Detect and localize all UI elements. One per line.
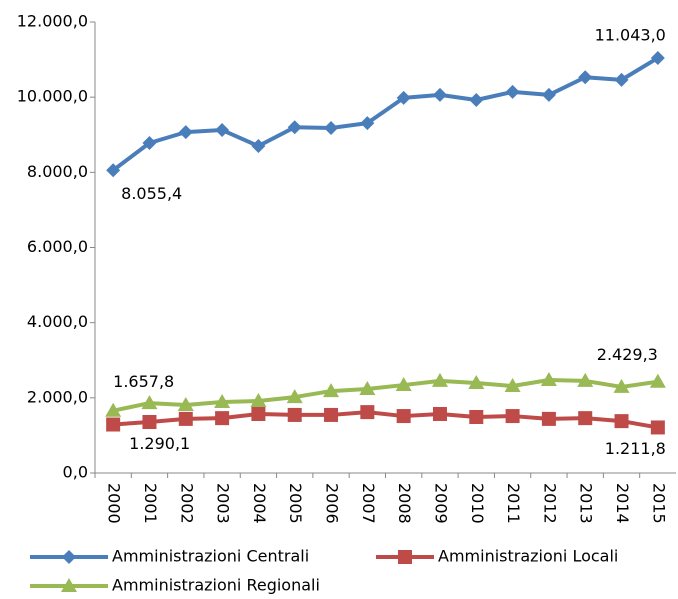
marker [650,420,665,435]
marker [396,409,411,424]
marker [215,411,230,426]
x-tick-label: 2002 [177,483,196,524]
y-tick-label: 12.000,0 [17,12,88,31]
marker [614,72,629,87]
marker [251,139,266,154]
marker [360,116,375,131]
marker [396,90,411,105]
marker [287,120,302,135]
marker [650,50,665,65]
x-tick-label: 2006 [323,483,342,524]
y-tick-label: 2.000,0 [27,387,88,406]
series-line [112,377,659,413]
x-tick-label: 2011 [504,483,523,524]
x-tick-label: 2007 [359,483,378,524]
data-label: 2.429,3 [597,345,658,364]
marker [541,411,556,426]
legend-label: Amministrazioni Centrali [112,547,309,566]
marker [106,417,121,432]
marker [578,70,593,85]
marker [106,163,121,178]
x-tick-label: 2015 [649,483,668,524]
x-tick-label: 2008 [395,483,414,524]
x-tick-label: 2012 [540,483,559,524]
marker [540,371,557,386]
y-tick-label: 10.000,0 [17,87,88,106]
marker [105,402,122,417]
marker [359,381,376,396]
x-tick-label: 2001 [141,483,160,524]
x-tick-label: 2003 [214,483,233,524]
marker [323,383,340,398]
series-line [111,56,659,172]
y-tick-label: 4.000,0 [27,312,88,331]
marker [62,550,76,564]
x-tick-label: 2004 [250,483,269,524]
marker [578,411,593,426]
marker [505,84,520,99]
legend-label: Amministrazioni Regionali [112,576,320,595]
data-label: 1.211,8 [605,439,666,458]
marker [142,136,157,151]
series-line [113,410,659,430]
x-tick-label: 2010 [468,483,487,524]
y-tick-label: 8.000,0 [27,162,88,181]
marker [613,378,630,393]
data-label: 1.290,1 [129,434,190,453]
x-tick-label: 2000 [105,483,124,524]
x-tick-label: 2005 [286,483,305,524]
marker [649,373,666,388]
marker [432,406,447,421]
marker [250,393,267,408]
marker [324,407,339,422]
marker [360,405,375,420]
marker [577,372,594,387]
marker [324,120,339,135]
marker [215,123,230,138]
marker [214,393,231,408]
marker [504,377,521,392]
x-tick-label: 2009 [431,483,450,524]
marker [468,374,485,389]
marker [398,550,412,564]
data-label: 11.043,0 [595,25,666,44]
marker [431,372,448,387]
marker [251,406,266,421]
marker [178,411,193,426]
marker [61,578,77,592]
marker [142,414,157,429]
marker [287,407,302,422]
marker [177,396,194,411]
marker [178,125,193,140]
marker [469,92,484,107]
y-tick-label: 0,0 [63,463,88,482]
x-tick-label: 2014 [613,483,632,524]
marker [614,414,629,429]
data-label: 8.055,4 [121,184,182,203]
y-tick-label: 6.000,0 [27,237,88,256]
marker [395,377,412,392]
marker [541,87,556,102]
marker [469,410,484,425]
marker [286,389,303,404]
legend-label: Amministrazioni Locali [438,547,618,566]
x-tick-label: 2013 [577,483,596,524]
marker [432,87,447,102]
data-label: 1.657,8 [113,372,174,391]
marker [141,395,158,410]
marker [505,409,520,424]
